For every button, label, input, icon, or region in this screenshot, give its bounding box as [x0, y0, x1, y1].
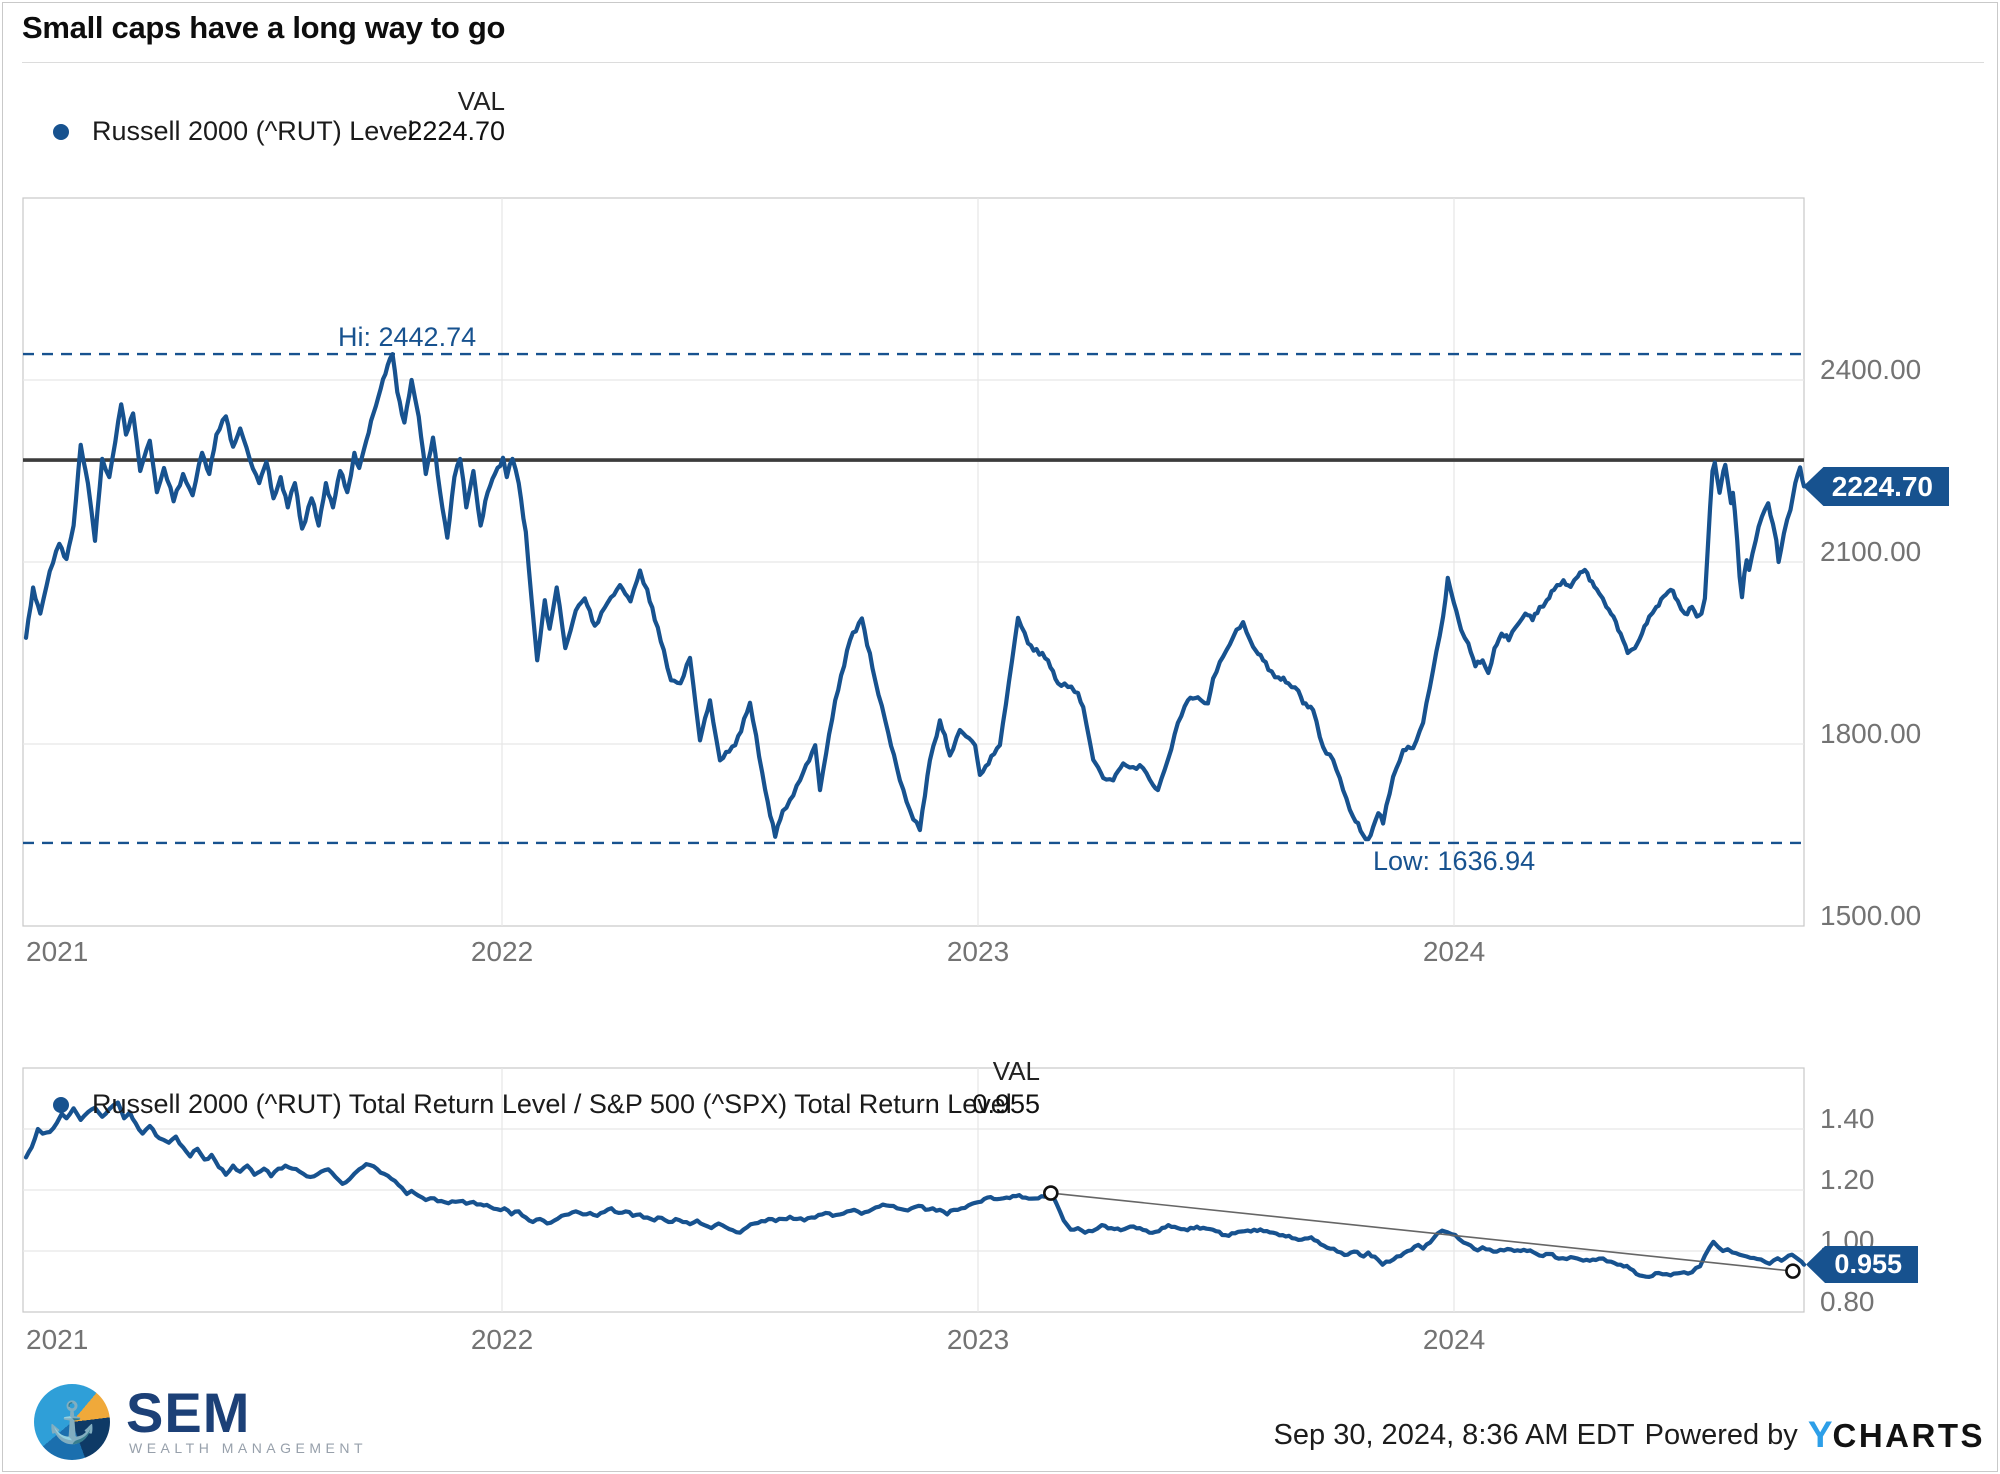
legend-series-value-1: 2224.70	[407, 116, 505, 146]
page-title: Small caps have a long way to go	[22, 10, 506, 45]
low-annotation-label: Low: 1636.94	[1373, 846, 1536, 876]
sem-brand-tagline: WEALTH MANAGEMENT	[129, 1440, 368, 1456]
legend-series-dot-1	[53, 124, 69, 140]
x-axis-tick-label: 2022	[470, 936, 534, 967]
footer: ⚓ SEM WEALTH MANAGEMENT Sep 30, 2024, 8:…	[0, 1378, 2000, 1470]
sem-logo-icon: ⚓	[34, 1384, 110, 1460]
y-axis-tick-label: 2100.00	[1820, 536, 1922, 567]
sem-brand-name: SEM	[126, 1381, 251, 1444]
y-axis-tick-label: 2400.00	[1820, 354, 1922, 385]
title-divider	[22, 62, 1984, 63]
legend-series-label-2: Russell 2000 (^RUT) Total Return Level /…	[92, 1089, 1012, 1119]
footer-attribution: Sep 30, 2024, 8:36 AM EDT Powered by YCH…	[1274, 1414, 1985, 1456]
x-axis-tick-label: 2024	[1422, 1324, 1486, 1355]
ycharts-y-icon: Y	[1807, 1414, 1833, 1455]
x-axis-tick-label: 2024	[1422, 936, 1486, 967]
legend-series-label-1: Russell 2000 (^RUT) Level	[92, 116, 414, 146]
x-axis-tick-label: 2021	[26, 936, 89, 967]
val-column-header-1: VAL	[457, 86, 505, 116]
current-value-badge-2: 0.955	[1806, 1246, 1918, 1283]
y-axis-tick-label: 1.20	[1820, 1164, 1875, 1195]
sem-logo: ⚓ SEM WEALTH MANAGEMENT	[34, 1381, 374, 1466]
current-value-badge-1: 2224.70	[1803, 467, 1949, 506]
x-axis-tick-label: 2023	[946, 936, 1010, 967]
legend-series-value-2: 0.955	[972, 1089, 1040, 1119]
x-axis-tick-label: 2023	[946, 1324, 1010, 1355]
chart-timestamp: Sep 30, 2024, 8:36 AM EDT	[1273, 1418, 1635, 1451]
legend-series-dot-2	[53, 1097, 69, 1113]
y-axis-tick-label: 0.80	[1820, 1286, 1875, 1317]
ycharts-logo[interactable]: YCHARTS	[1808, 1414, 1985, 1456]
y-axis-tick-label: 1800.00	[1820, 718, 1922, 749]
x-axis-tick-label: 2021	[26, 1324, 89, 1355]
x-axis-tick-label: 2022	[470, 1324, 534, 1355]
val-column-header-2: VAL	[992, 1056, 1040, 1086]
hi-annotation-label: Hi: 2442.74	[338, 322, 477, 352]
y-axis-tick-label: 1.40	[1820, 1103, 1875, 1134]
y-axis-tick-label: 1500.00	[1820, 900, 1922, 931]
ycharts-wordmark: CHARTS	[1832, 1417, 1985, 1454]
powered-by-label: Powered by	[1644, 1418, 1798, 1451]
anchor-icon: ⚓	[47, 1400, 97, 1445]
